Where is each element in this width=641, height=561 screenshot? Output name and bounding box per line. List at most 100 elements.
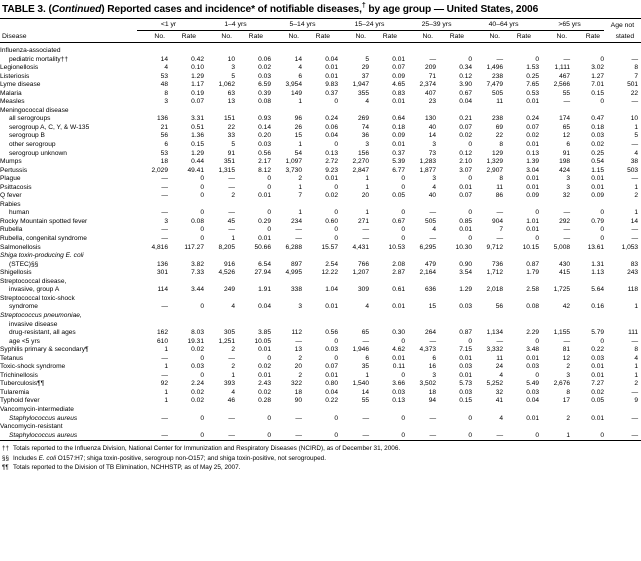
no-column-header-7: No. <box>556 33 568 41</box>
cases-value: — <box>295 337 303 345</box>
cases-value: 3,730 <box>285 166 303 174</box>
rate-value: 1.79 <box>526 269 540 277</box>
age-group-header-2: 1–4 yrs <box>204 18 272 31</box>
rate-value: 0 <box>200 431 204 439</box>
rate-value: 0.60 <box>325 217 339 225</box>
cases-value: 1,062 <box>218 81 235 89</box>
table-row: serogroup A, C, Y, & W-135 21 0.51 22 0.14 26… <box>0 124 641 133</box>
cases-value: 45 <box>227 217 235 225</box>
empty-cell <box>235 201 271 210</box>
title-dagger-footnote-mark: † <box>361 2 366 10</box>
cases-value: 53 <box>160 149 168 157</box>
cases-value: 897 <box>291 260 303 268</box>
rate-value: 0.34 <box>459 64 473 72</box>
title-prefix: TABLE 3. ( <box>2 4 52 15</box>
empty-cell <box>271 47 302 56</box>
rate-value: 2.29 <box>526 329 540 337</box>
age-not-stated-value: — <box>631 388 639 396</box>
empty-cell <box>204 321 235 330</box>
cases-value: 1,111 <box>554 64 571 72</box>
cases-value: 1 <box>365 175 370 183</box>
cases-value: 7,479 <box>486 81 504 89</box>
disease-label: Salmonellosis <box>0 243 41 251</box>
empty-cell <box>503 295 539 304</box>
cases-value: 6,295 <box>419 243 437 251</box>
table-row: Streptococcal disease, <box>0 278 641 287</box>
empty-cell <box>302 278 338 287</box>
empty-cell <box>539 295 570 304</box>
no-column-header-4: No. <box>355 33 367 41</box>
footnotes-block: †† Totals reported to the Influenza Divis… <box>0 441 641 473</box>
cases-value: 1 <box>365 209 370 217</box>
rate-value: 0 <box>334 354 339 362</box>
rate-value: 13.61 <box>587 243 605 251</box>
disease-label: invasive disease <box>9 320 58 328</box>
rate-value: 0.01 <box>325 303 339 311</box>
cases-value: — <box>295 226 303 234</box>
rate-value: 0 <box>468 175 473 183</box>
empty-cell <box>271 278 302 287</box>
age-group-header-4: 15–24 yrs <box>338 18 406 31</box>
rate-value: 0 <box>200 175 204 183</box>
rate-value: 7.01 <box>591 81 605 89</box>
cases-value: 3 <box>298 303 303 311</box>
empty-cell <box>137 321 168 330</box>
rate-value: 0.01 <box>459 183 473 191</box>
cases-value: 6 <box>164 141 168 149</box>
rate-value: 0 <box>267 175 272 183</box>
rate-column-header-3: Rate <box>315 33 331 41</box>
cases-value: — <box>161 431 168 439</box>
cases-value: 292 <box>559 217 571 225</box>
rate-value: 0.42 <box>191 55 204 63</box>
cases-value: 33 <box>227 132 235 140</box>
empty-cell <box>302 321 338 330</box>
table-row: Vancomycin-resistant <box>0 423 641 432</box>
cases-value: — <box>161 303 168 311</box>
empty-cell <box>369 295 405 304</box>
empty-cell <box>168 423 204 432</box>
disease-label: Typhoid fever <box>0 397 40 405</box>
rate-value: 0.01 <box>392 141 406 149</box>
cases-value: 11 <box>496 183 504 191</box>
cases-value: 162 <box>156 329 168 337</box>
rate-value: 0 <box>401 235 406 243</box>
disease-label: Meningococcal disease <box>0 106 69 114</box>
empty-cell <box>436 423 472 432</box>
empty-cell <box>235 107 271 116</box>
table-row: drug-resistant, all ages 162 8.03 305 3.85 11… <box>0 329 641 338</box>
rate-column-header-4: Rate <box>382 33 398 41</box>
cases-value: 112 <box>291 329 303 337</box>
cases-value: 130 <box>425 115 437 123</box>
disease-label: Listeriosis <box>0 72 30 80</box>
table-row: Rubella, congenital syndrome — 0 1 0.01 — 0 — 0 —… <box>0 235 641 244</box>
empty-cell <box>369 47 405 56</box>
cases-value: 4 <box>432 226 437 234</box>
cases-value: 4 <box>298 64 303 72</box>
table-row: Malaria 8 0.19 63 0.39 149 0.37 355 0.83 407 0.67 5… <box>0 90 641 99</box>
empty-cell <box>472 295 503 304</box>
footnote-1: †† Totals reported to the Influenza Divis… <box>2 444 641 454</box>
empty-cell <box>570 423 604 432</box>
rate-value: 0.67 <box>392 217 406 225</box>
empty-cell <box>302 312 338 321</box>
empty-cell <box>168 47 204 56</box>
rate-value: 1.13 <box>591 269 605 277</box>
age-not-stated-value: 83 <box>630 260 639 268</box>
rate-column-header-2: Rate <box>248 33 264 41</box>
cases-value: 6 <box>432 354 437 362</box>
cases-value: 92 <box>160 380 168 388</box>
rate-value: 0.08 <box>258 98 272 106</box>
rate-value: 0.04 <box>258 303 272 311</box>
rate-value: 0.37 <box>325 89 339 97</box>
cases-value: — <box>429 414 437 422</box>
cases-value: 54 <box>294 149 303 157</box>
cases-value: 15 <box>294 132 303 140</box>
cases-value: 26 <box>294 123 303 131</box>
empty-cell <box>204 423 235 432</box>
cases-value: 2 <box>566 414 571 422</box>
rate-value: 7.65 <box>526 81 540 89</box>
cases-value: 174 <box>559 115 571 123</box>
empty-cell <box>235 295 271 304</box>
rate-value: 0.01 <box>258 346 272 354</box>
cases-value: — <box>295 414 303 422</box>
